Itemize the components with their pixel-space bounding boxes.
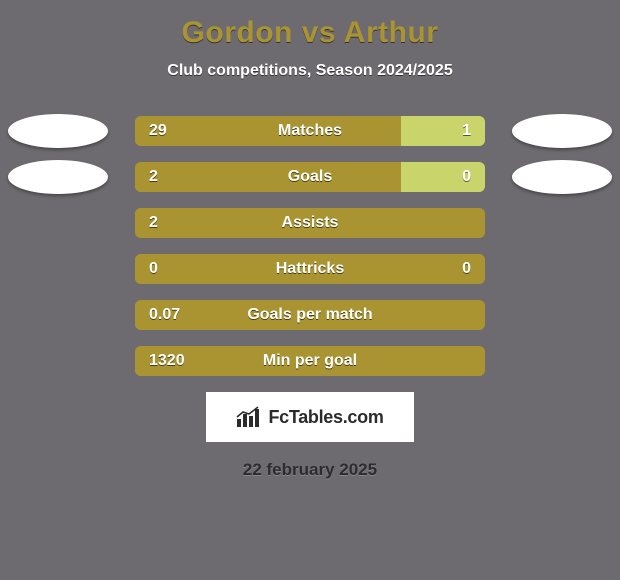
snapshot-date: 22 february 2025 [0,460,620,480]
stat-bar-right [401,162,485,192]
title-joiner: vs [293,16,344,49]
stat-bar-left [135,346,485,376]
stat-bar-right [401,116,485,146]
stat-rows: Matches291 Goals20 Assists2 Hattricks00 Goal… [0,116,620,376]
player-left-badge [8,114,108,148]
site-logo-text: FcTables.com [268,407,383,428]
player-right-name: Arthur [344,16,439,49]
stat-bar-track: Assists2 [135,208,485,238]
site-logo[interactable]: FcTables.com [206,392,414,442]
chart-bars-icon [236,406,262,428]
stat-row: Goals20 [0,162,620,192]
stat-row: Matches291 [0,116,620,146]
stat-bar-left [135,116,401,146]
stat-row: Min per goal1320 [0,346,620,376]
stat-bar-left [135,208,485,238]
player-left-name: Gordon [182,16,293,49]
stat-row: Assists2 [0,208,620,238]
player-right-badge [512,160,612,194]
player-right-badge [512,114,612,148]
stat-bar-track: Hattricks00 [135,254,485,284]
page-title: Gordon vs Arthur [0,16,620,50]
stat-bar-left [135,254,485,284]
stat-bar-track: Goals20 [135,162,485,192]
subtitle: Club competitions, Season 2024/2025 [0,62,620,80]
stat-bar-left [135,162,401,192]
stat-row: Hattricks00 [0,254,620,284]
stat-bar-track: Goals per match0.07 [135,300,485,330]
comparison-card: Gordon vs Arthur Club competitions, Seas… [0,0,620,580]
stat-row: Goals per match0.07 [0,300,620,330]
stat-bar-track: Matches291 [135,116,485,146]
player-left-badge [8,160,108,194]
stat-bar-left [135,300,485,330]
stat-bar-track: Min per goal1320 [135,346,485,376]
